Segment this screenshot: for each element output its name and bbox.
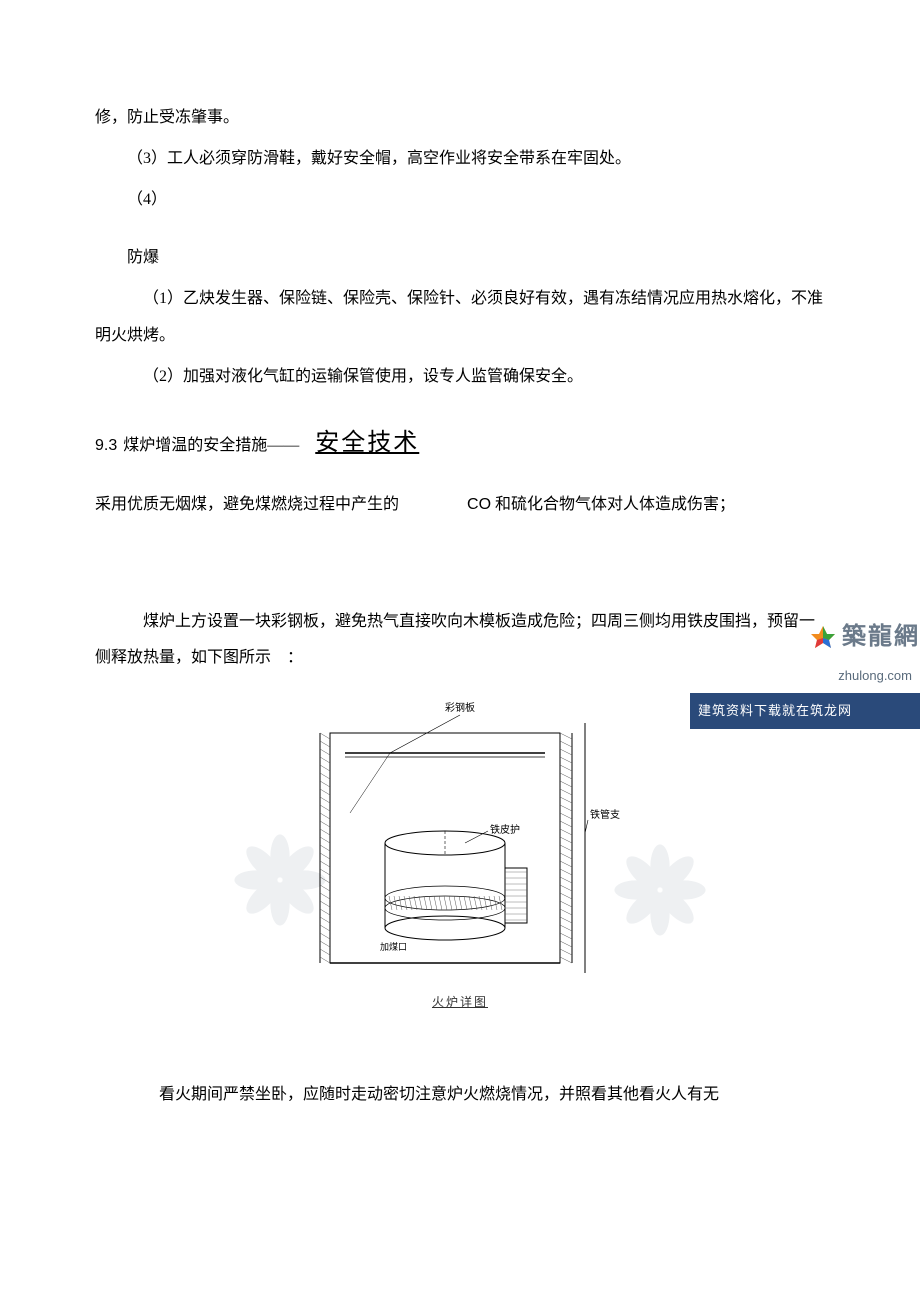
fire-watching-paragraph: 看火期间严禁坐卧，应随时走动密切注意炉火燃烧情况，并照看其他看火人有无 [95,1077,825,1114]
watermark-title: 築龍網 [842,610,920,665]
co-symbol: CO [467,496,491,513]
zhulong-logo-icon [808,623,838,653]
svg-text:铁皮护: 铁皮护 [490,823,520,836]
stove-diagram: 彩钢板铁皮护 铁管支加煤口 火炉详图 [290,693,630,1017]
svg-text:加煤口: 加煤口 [380,941,407,952]
subheading-explosion: 防爆 [95,240,825,277]
svg-text:铁管支: 铁管支 [590,808,620,821]
section-link-safety-tech[interactable]: 安全技术 [315,416,419,471]
paragraph-continue: 修，防止受冻肇事。 [95,100,825,137]
watermark-top-row: 築龍網 [690,610,920,665]
watermark-url: zhulong.com [690,661,912,691]
watermark-banner: 建筑资料下载就在筑龙网 [690,693,920,729]
explosion-item-1: （1）乙炔发生器、保险链、保险壳、保险针、必须良好有效，遇有冻结情况应用热水熔化… [95,281,825,355]
section-title-text: 煤炉增温的安全措施—— [123,428,299,465]
zhulong-watermark: 築龍網 zhulong.com 建筑资料下载就在筑龙网 [690,610,920,729]
list-item-3: （3）工人必须穿防滑鞋，戴好安全帽，高空作业将安全带系在牢固处。 [95,141,825,178]
svg-text:彩钢板: 彩钢板 [445,701,475,714]
co-before-text: 采用优质无烟煤，避免煤燃烧过程中产生的 [95,496,399,513]
section-number: 9.3 [95,428,117,465]
diagram-caption: 火炉详图 [290,989,630,1017]
explosion-item-2: （2）加强对液化气缸的运输保管使用，设专人监管确保安全。 [95,359,825,396]
stove-diagram-svg: 彩钢板铁皮护 铁管支加煤口 [290,693,630,983]
co-after-text: 和硫化合物气体对人体造成伤害； [495,496,735,513]
explosion-item-1-text: （1）乙炔发生器、保险链、保险壳、保险针、必须良好有效，遇有冻结情况应用热水熔化… [95,281,825,355]
section-9-3-heading: 9.3 煤炉增温的安全措施—— 安全技术 [95,416,825,471]
co-warning-line: 采用优质无烟煤，避免煤燃烧过程中产生的 CO 和硫化合物气体对人体造成伤害； [95,487,825,524]
list-item-4: （4） [95,182,825,219]
